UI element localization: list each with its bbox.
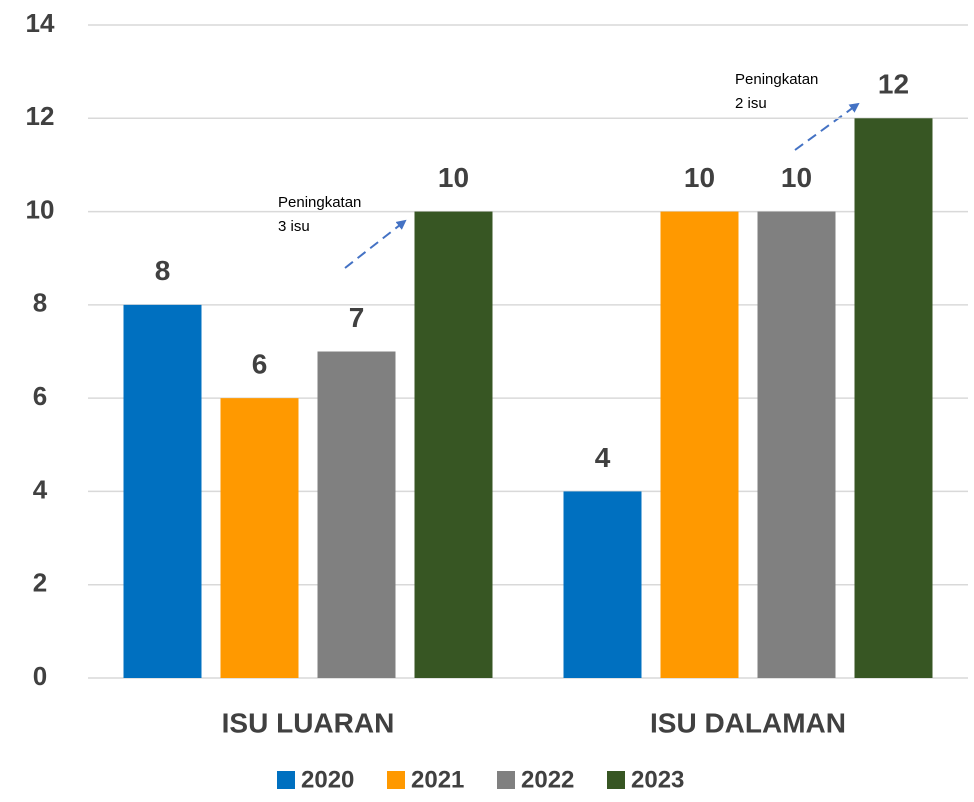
y-tick-label: 12: [26, 101, 55, 131]
value-label: 6: [252, 349, 268, 380]
legend-label: 2023: [631, 766, 684, 793]
bar: [757, 211, 836, 679]
arrow: [794, 102, 860, 151]
annotation: Peningkatan: [278, 194, 361, 211]
value-label: 4: [595, 442, 611, 473]
x-tick-label: ISU LUARAN: [222, 707, 395, 738]
bar: [414, 211, 493, 679]
value-label: 10: [781, 162, 812, 193]
y-tick-label: 4: [33, 474, 48, 504]
bar: [220, 398, 299, 678]
y-tick-label: 0: [33, 661, 47, 691]
legend-label: 2022: [521, 766, 574, 793]
y-tick-label: 14: [26, 8, 55, 38]
value-label: 8: [155, 255, 171, 286]
bar: [660, 211, 739, 679]
bar: [317, 351, 396, 678]
bar: [563, 491, 642, 678]
annotation: 3 isu: [278, 218, 310, 235]
y-tick-label: 2: [33, 568, 47, 598]
x-tick-label: ISU DALAMAN: [650, 707, 846, 738]
bar: [854, 118, 933, 679]
value-label: 10: [684, 162, 715, 193]
value-label: 7: [349, 302, 365, 333]
y-tick-label: 6: [33, 381, 47, 411]
annotation: 2 isu: [735, 95, 767, 112]
legend-swatch: [277, 771, 295, 789]
annotation: Peningkatan: [735, 71, 818, 88]
arrow: [344, 219, 407, 269]
legend-label: 2021: [411, 766, 464, 793]
legend-swatch: [387, 771, 405, 789]
y-tick-label: 8: [33, 288, 47, 318]
bar: [123, 304, 202, 678]
legend-swatch: [497, 771, 515, 789]
legend-swatch: [607, 771, 625, 789]
y-tick-label: 10: [26, 194, 55, 224]
value-label: 10: [438, 162, 469, 193]
legend-label: 2020: [301, 766, 354, 793]
value-label: 12: [878, 69, 909, 100]
